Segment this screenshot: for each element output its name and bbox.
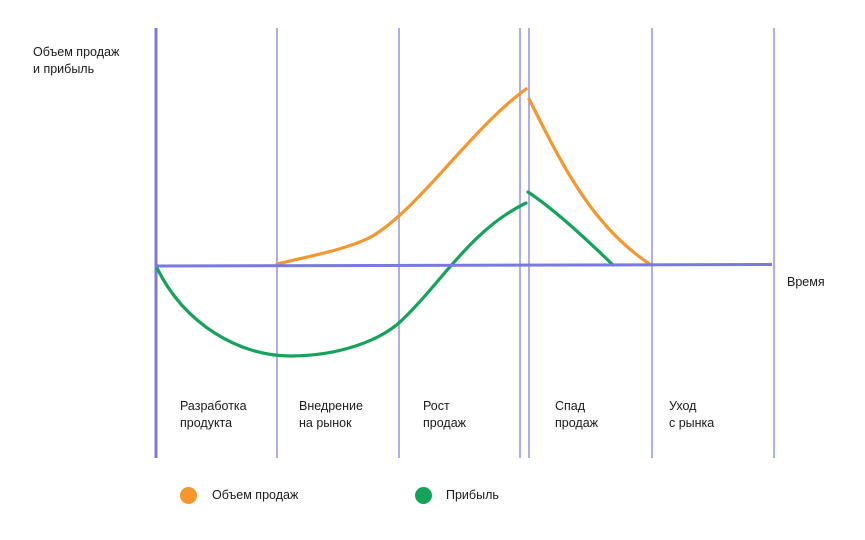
- stage-label-growth: Рост продаж: [423, 399, 467, 430]
- legend-profit-marker: [415, 487, 432, 504]
- stage-dividers: [276, 28, 775, 458]
- profit-curve-decline: [526, 190, 615, 267]
- stage-label-decline: Спад продаж: [555, 399, 599, 430]
- sales-volume-curve: [275, 87, 528, 266]
- x-axis: [155, 263, 773, 268]
- legend-profit-label: Прибыль: [446, 488, 499, 502]
- y-axis-label: Объем продаж и прибыль: [33, 45, 120, 76]
- legend-sales-marker: [180, 487, 197, 504]
- stage-label-exit: Уход с рынка: [669, 399, 715, 430]
- sales-volume-curve-decline: [527, 97, 653, 267]
- legend-sales-label: Объем продаж: [212, 488, 299, 502]
- x-axis-label: Время: [787, 275, 825, 289]
- profit-curve: [155, 201, 528, 358]
- stage-label-introduction: Внедрение на рынок: [299, 399, 363, 430]
- stage-label-development: Разработка продукта: [180, 399, 247, 430]
